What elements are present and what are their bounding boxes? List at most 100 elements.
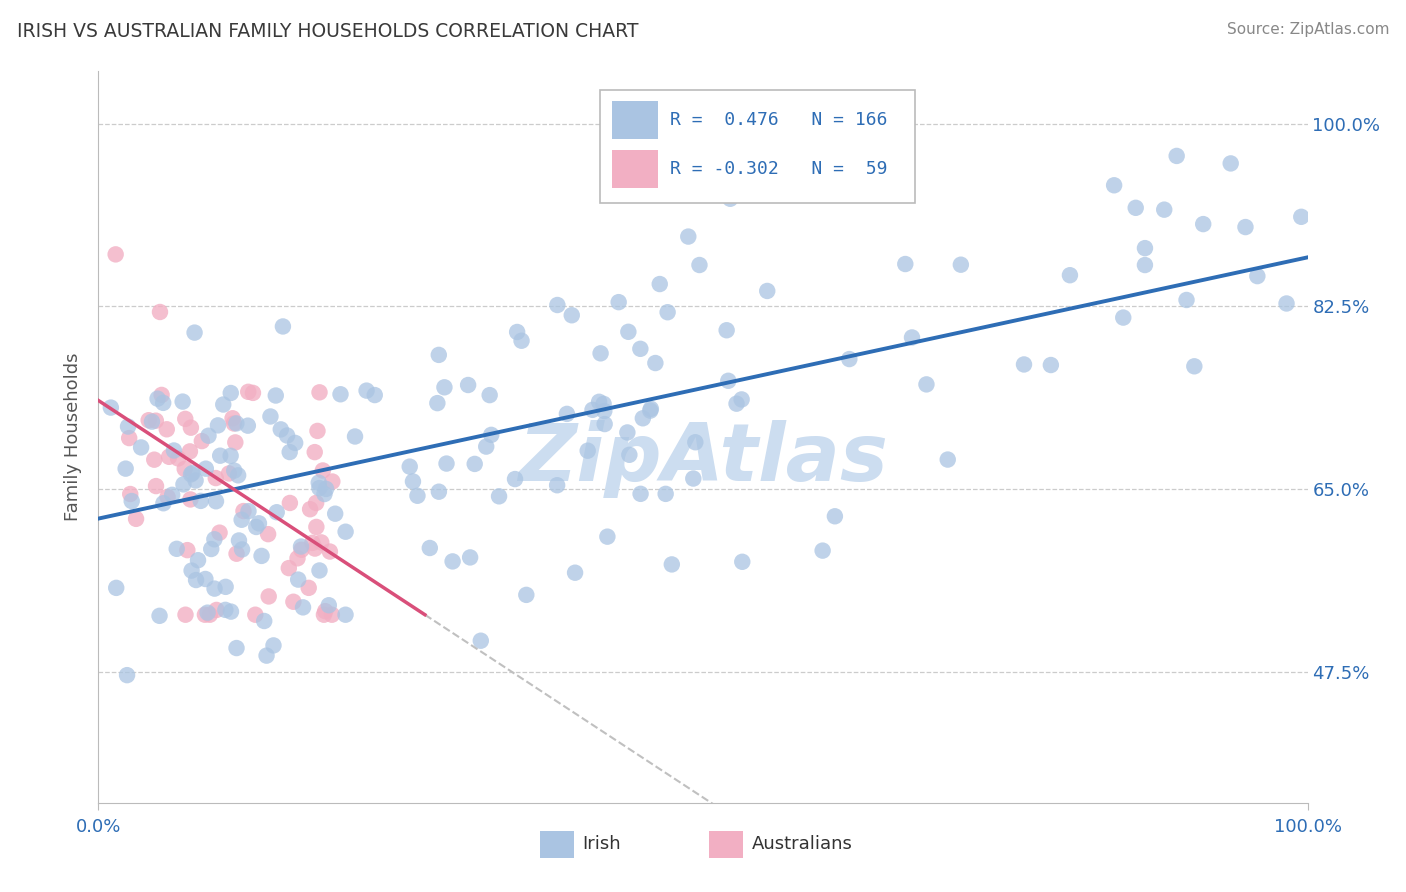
Point [756,284,779,298]
Point [205,494,228,508]
Point [546,478,568,492]
Point [257,527,280,541]
Point [259,409,281,424]
Point [156,422,179,436]
Point [593,404,616,418]
FancyBboxPatch shape [709,830,742,858]
Point [1192,217,1215,231]
Point [176,543,198,558]
Point [312,463,335,477]
Point [1246,269,1268,284]
Point [120,487,142,501]
Point [100,401,122,415]
Text: IRISH VS AUSTRALIAN FAMILY HOUSEHOLDS CORRELATION CHART: IRISH VS AUSTRALIAN FAMILY HOUSEHOLDS CO… [17,22,638,41]
Point [419,541,441,555]
Point [277,561,299,575]
Point [266,505,288,519]
Point [218,467,240,481]
Point [181,466,204,480]
Point [242,385,264,400]
Point [257,590,280,604]
Point [245,607,267,622]
Point [191,434,214,449]
Point [222,417,245,431]
Point [936,452,959,467]
Point [546,298,568,312]
Text: Australians: Australians [751,836,852,854]
Point [644,356,666,370]
Point [628,342,651,356]
Point [475,440,498,454]
Point [148,608,170,623]
Point [321,607,343,622]
Point [187,553,209,567]
Point [231,542,253,557]
Point [152,496,174,510]
Point [180,564,202,578]
Point [311,535,333,549]
Point [287,573,309,587]
Point [661,558,683,572]
Point [194,607,217,622]
Point [173,462,195,476]
Point [1112,310,1135,325]
Point [197,606,219,620]
Point [654,487,676,501]
Point [231,513,253,527]
Point [198,607,221,622]
Point [225,417,247,431]
Point [236,418,259,433]
Point [314,487,336,501]
Point [1133,241,1156,255]
Point [321,475,343,489]
Point [184,573,207,587]
Point [238,384,260,399]
Point [894,257,917,271]
Point [678,229,700,244]
Text: Irish: Irish [582,836,620,854]
Point [180,420,202,434]
Point [318,599,340,613]
Point [1153,202,1175,217]
Point [145,479,167,493]
Point [292,600,315,615]
Point [631,411,654,425]
Point [685,435,707,450]
Point [304,445,326,459]
Point [184,474,207,488]
Point [299,502,322,516]
Point [433,380,456,394]
Point [312,607,335,622]
Point [150,388,173,402]
Point [149,305,172,319]
Point [129,441,152,455]
Point [290,542,312,557]
Point [717,374,740,388]
Point [607,295,630,310]
Point [219,449,242,463]
Point [212,397,235,411]
Point [114,461,136,475]
Point [117,419,139,434]
Point [811,543,834,558]
Point [1133,258,1156,272]
Point [308,475,330,490]
FancyBboxPatch shape [540,830,574,858]
Point [287,551,309,566]
Point [197,428,219,442]
Point [238,504,260,518]
Point [657,305,679,319]
Point [219,605,242,619]
Point [564,566,586,580]
Point [949,258,972,272]
Point [284,436,307,450]
Text: Source: ZipAtlas.com: Source: ZipAtlas.com [1226,22,1389,37]
Point [278,445,301,459]
Point [301,536,323,550]
Point [1166,149,1188,163]
Point [250,549,273,563]
Point [561,308,583,322]
Point [209,449,232,463]
Point [593,417,616,431]
Point [205,603,228,617]
